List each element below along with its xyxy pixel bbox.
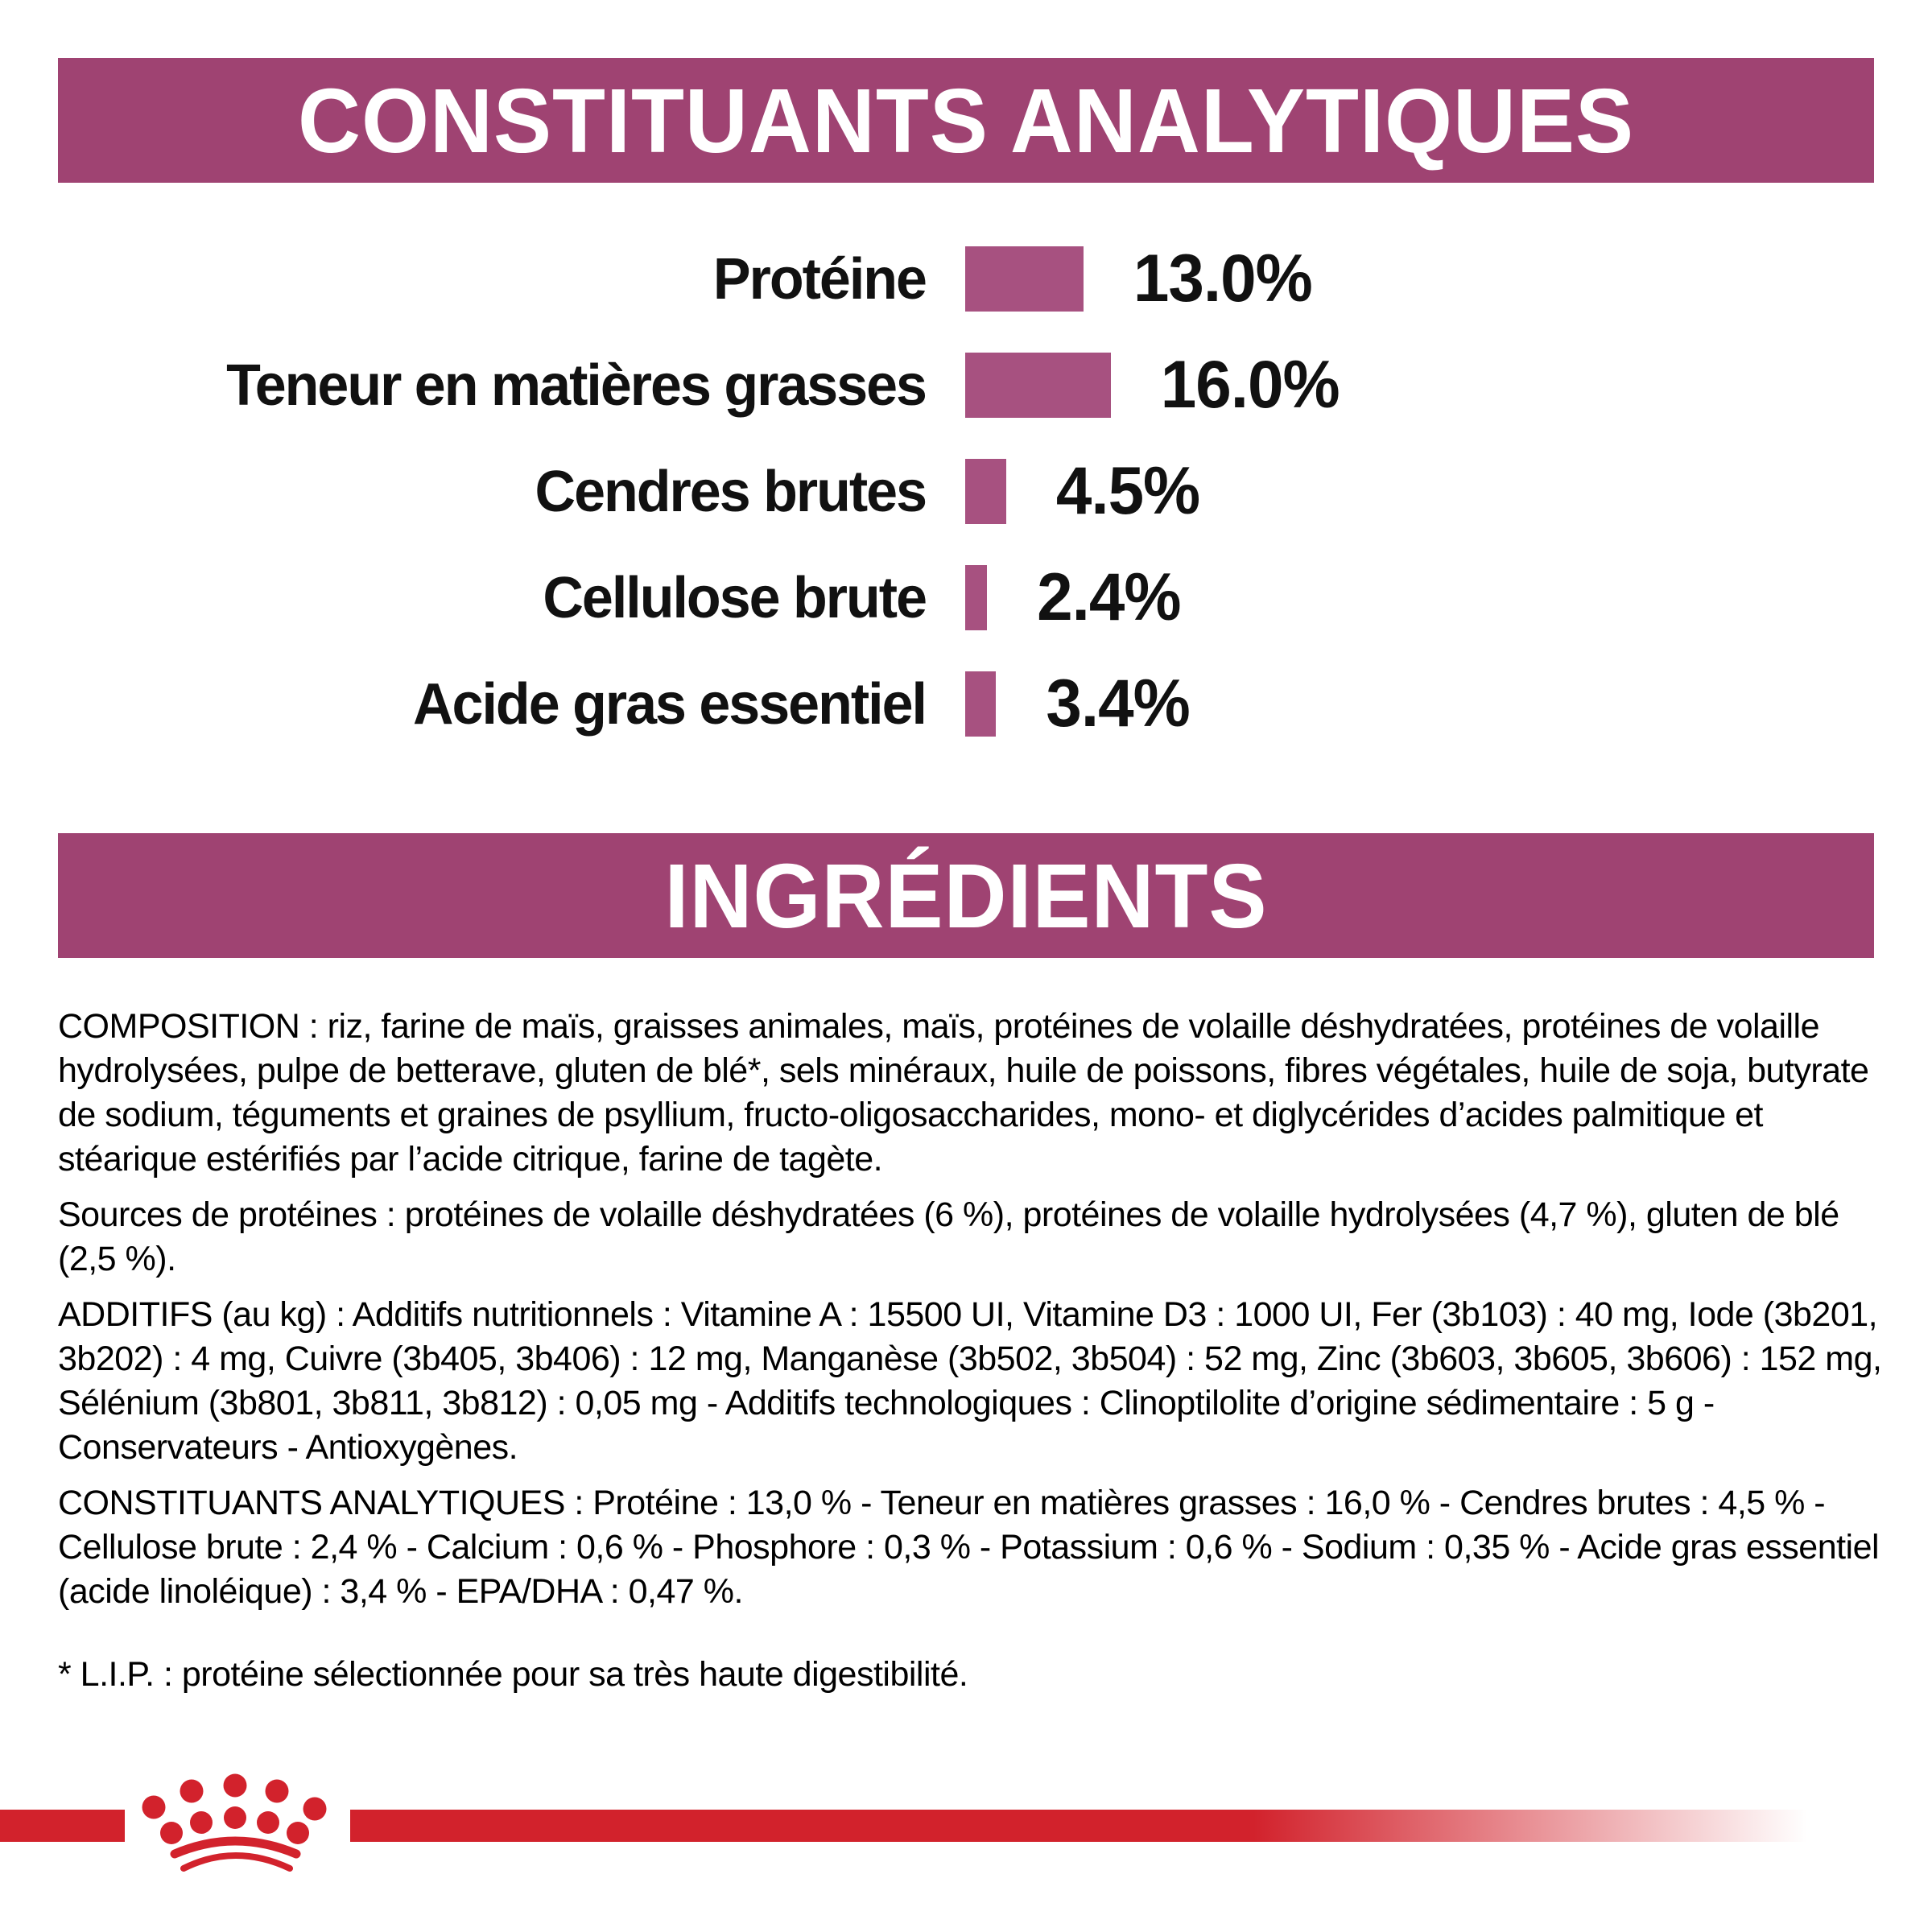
analytical-constituents-paragraph: CONSTITUANTS ANALYTIQUES : Protéine : 13…: [58, 1484, 1880, 1611]
chart-row: Acide gras essentiel 3.4%: [58, 650, 1874, 757]
chart-row-value: 2.4%: [1037, 559, 1181, 634]
chart-row-value: 16.0%: [1160, 347, 1340, 422]
brand-stripe-right: [350, 1810, 1807, 1842]
ingredients-body: COMPOSITION : riz, farine de maïs, grais…: [58, 1005, 1884, 1708]
brand-stripe-left: [0, 1810, 125, 1842]
chart-row-label: Teneur en matières grasses: [226, 352, 927, 418]
chart-bar: [965, 671, 997, 737]
chart-bar: [965, 352, 1111, 418]
analytical-constituents-chart: Protéine 13.0% Teneur en matières grasse…: [58, 225, 1874, 757]
chart-row: Cellulose brute 2.4%: [58, 544, 1874, 650]
chart-bar: [965, 246, 1084, 312]
constituants-analytiques-banner: CONSTITUANTS ANALYTIQUES: [58, 58, 1874, 183]
constituants-analytiques-title: CONSTITUANTS ANALYTIQUES: [297, 68, 1635, 172]
chart-row-label: Cellulose brute: [543, 564, 927, 630]
lip-footnote: * L.I.P. : protéine sélectionnée pour sa…: [58, 1655, 968, 1694]
chart-row-label: Protéine: [712, 246, 927, 312]
ingredients-banner: INGRÉDIENTS: [58, 833, 1874, 958]
chart-row-label: Cendres brutes: [535, 458, 927, 524]
chart-row: Teneur en matières grasses 16.0%: [58, 332, 1874, 438]
chart-row-value: 3.4%: [1046, 666, 1190, 741]
royal-canin-crown-icon: [142, 1773, 327, 1872]
chart-row: Protéine 13.0%: [58, 225, 1874, 332]
chart-row: Cendres brutes 4.5%: [58, 438, 1874, 544]
composition-paragraph: COMPOSITION : riz, farine de maïs, grais…: [58, 1007, 1869, 1179]
protein-sources-paragraph: Sources de protéines : protéines de vola…: [58, 1195, 1839, 1278]
chart-row-label: Acide gras essentiel: [413, 671, 927, 737]
chart-row-value: 4.5%: [1055, 453, 1200, 528]
chart-bar: [965, 564, 988, 630]
additives-paragraph: ADDITIFS (au kg) : Additifs nutritionnel…: [58, 1295, 1882, 1467]
chart-row-value: 13.0%: [1133, 241, 1313, 316]
ingredients-title: INGRÉDIENTS: [664, 844, 1268, 947]
chart-bar: [965, 458, 1006, 524]
